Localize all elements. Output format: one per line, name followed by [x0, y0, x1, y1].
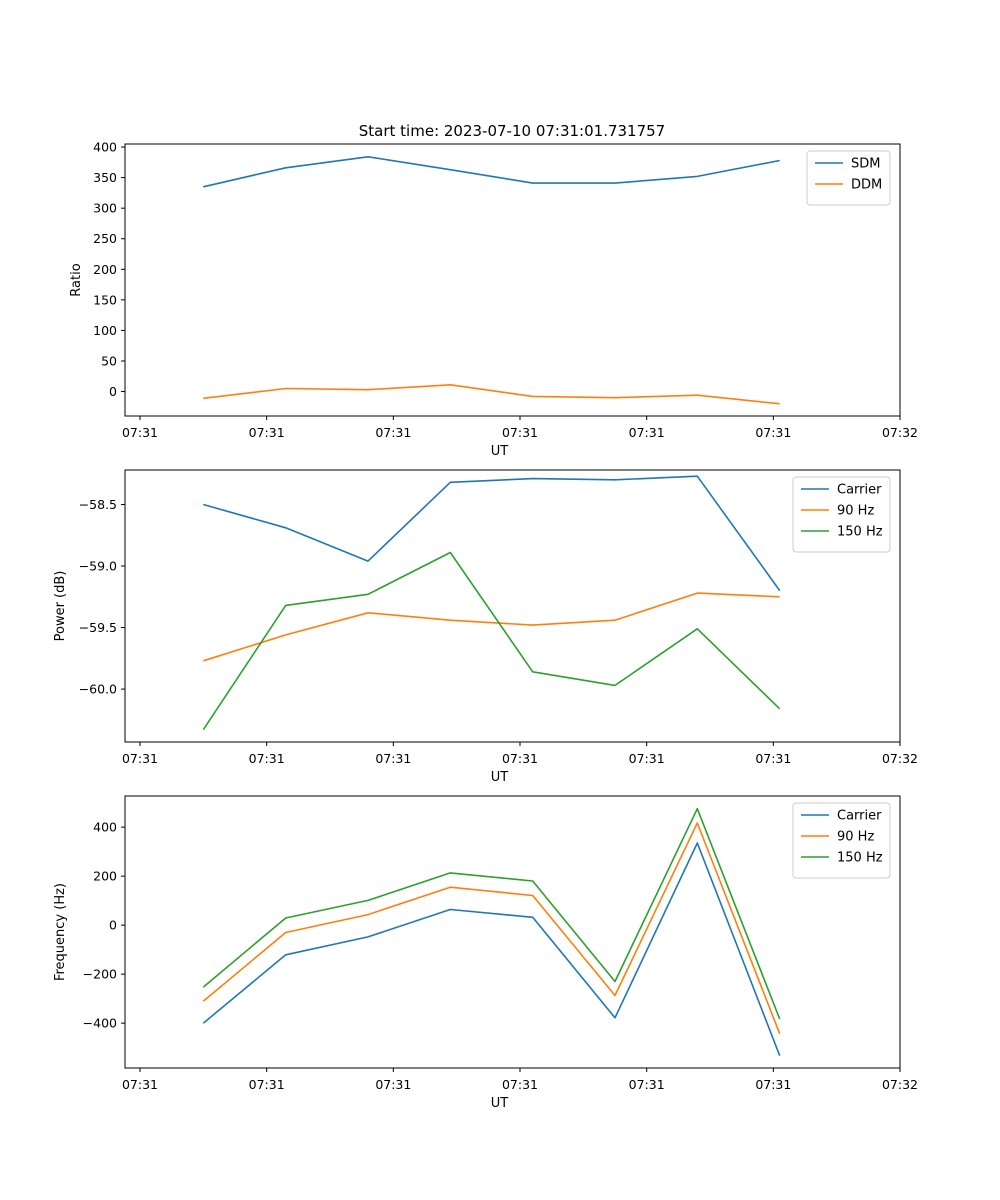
x-tick-label: 07:31 [249, 751, 285, 766]
series-line-sdm [203, 156, 780, 188]
x-tick-label: 07:31 [375, 1077, 411, 1092]
y-tick-label: 50 [101, 353, 117, 368]
series-line-carrier [203, 475, 781, 592]
x-axis-label: UT [491, 444, 509, 459]
legend-box [806, 150, 891, 206]
x-tick-label: 07:31 [502, 1077, 538, 1092]
y-tick-label: −58.5 [79, 497, 117, 512]
y-tick-label: 400 [93, 140, 117, 155]
y-tick-label: 300 [93, 201, 117, 216]
legend: Carrier 90 Hz 150 Hz [792, 802, 891, 879]
legend-label-90-hz: 90 Hz [837, 504, 874, 519]
y-tick-label: 200 [93, 262, 117, 277]
legend-label-carrier: Carrier [837, 483, 882, 498]
y-tick-label: 150 [93, 292, 117, 307]
x-tick-label: 07:32 [882, 1077, 918, 1092]
legend-label-90-hz: 90 Hz [837, 830, 874, 845]
y-tick-label: −400 [83, 1016, 117, 1031]
legend-label-sdm: SDM [851, 157, 880, 172]
y-tick-label: 400 [93, 820, 117, 835]
subplot-2: 07:31 07:31 07:31 07:31 07:31 07:31 07:32 −60.0… [53, 469, 918, 785]
legend-box [792, 476, 891, 553]
y-axis-label: Power (dB) [53, 571, 68, 642]
x-tick-label: 07:31 [122, 1077, 158, 1092]
x-tick-label: 07:31 [375, 425, 411, 440]
subplot-3: 07:31 07:31 07:31 07:31 07:31 07:31 07:32 −400 −… [53, 795, 918, 1111]
plot-frame [124, 143, 901, 417]
x-tick-label: 07:31 [375, 751, 411, 766]
legend: SDM DDM [806, 150, 891, 206]
x-tick-label: 07:31 [755, 1077, 791, 1092]
x-tick-label: 07:31 [122, 425, 158, 440]
x-axis-label: UT [491, 1096, 509, 1111]
y-tick-label: −59.5 [79, 620, 117, 635]
series-line-90-hz [203, 592, 780, 662]
y-tick-label: 0 [109, 918, 117, 933]
plot-frame [124, 469, 901, 743]
x-tick-label: 07:31 [629, 1077, 665, 1092]
legend: Carrier 90 Hz 150 Hz [792, 476, 891, 553]
legend-label-ddm: DDM [851, 178, 882, 193]
x-tick-label: 07:31 [249, 425, 285, 440]
y-tick-label: 350 [93, 170, 117, 185]
y-tick-label: 0 [109, 384, 117, 399]
legend-label-150-hz: 150 Hz [837, 851, 883, 866]
x-tick-label: 07:32 [882, 751, 918, 766]
series-line-90-hz [202, 822, 781, 1034]
x-tick-label: 07:31 [122, 751, 158, 766]
y-axis-label: Ratio [69, 263, 84, 296]
legend-box [792, 802, 891, 879]
y-tick-label: 200 [93, 869, 117, 884]
plot-frame [124, 795, 901, 1069]
x-axis-label: UT [491, 770, 509, 785]
x-tick-label: 07:32 [882, 425, 918, 440]
y-tick-label: 250 [93, 231, 117, 246]
subplot-1: 07:31 07:31 07:31 07:31 07:31 07:31 07:32 0 50 10… [69, 140, 918, 459]
x-tick-label: 07:31 [502, 751, 538, 766]
x-tick-label: 07:31 [629, 751, 665, 766]
series-line-ddm [203, 383, 780, 405]
series-line-150-hz [202, 551, 781, 731]
x-tick-label: 07:31 [755, 751, 791, 766]
y-tick-label: 100 [93, 323, 117, 338]
x-tick-label: 07:31 [629, 425, 665, 440]
y-tick-label: −60.0 [79, 682, 117, 697]
x-tick-label: 07:31 [249, 1077, 285, 1092]
series-line-carrier [202, 842, 781, 1056]
x-tick-label: 07:31 [502, 425, 538, 440]
y-axis-label: Frequency (Hz) [53, 883, 68, 981]
y-tick-label: −59.0 [79, 559, 117, 574]
legend-label-carrier: Carrier [837, 809, 882, 824]
figure-title: Start time: 2023-07-10 07:31:01.731757 [359, 122, 665, 140]
plots-container: 07:31 07:31 07:31 07:31 07:31 07:31 07:32 0 50 10… [53, 140, 918, 1111]
y-tick-label: −200 [83, 967, 117, 982]
series-line-150-hz [202, 807, 781, 1020]
x-tick-label: 07:31 [755, 425, 791, 440]
legend-label-150-hz: 150 Hz [837, 525, 883, 540]
